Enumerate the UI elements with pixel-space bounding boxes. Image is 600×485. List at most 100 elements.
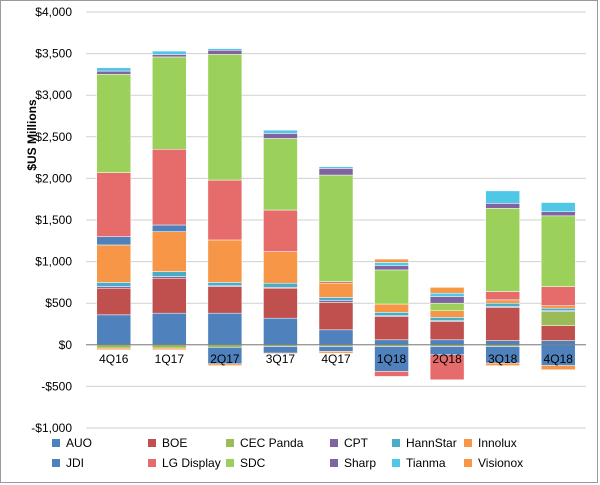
bar-sharp-4q17	[318, 168, 354, 176]
bar-sdc-3q18	[485, 208, 520, 292]
legend-label: Innolux	[478, 436, 517, 450]
x-category-label: 4Q16	[99, 352, 129, 366]
bar-sharp-3q17	[263, 133, 298, 139]
legend-label: Sharp	[344, 456, 376, 470]
bar-lg-display-1q18	[374, 371, 409, 377]
x-category-label: 4Q17	[321, 352, 351, 366]
bar-tianma-3q18	[485, 190, 520, 204]
y-tick-label: $3,000	[35, 88, 72, 102]
legend-item-lg-display: LG Display	[148, 456, 221, 470]
bar-sdc-4q18	[540, 215, 576, 287]
bar-hannstar-1q17	[152, 271, 187, 277]
bar-hannstar-3q18	[485, 302, 520, 307]
bar-tianma-4q18	[540, 202, 576, 212]
bar-boe-2q17	[207, 286, 243, 314]
bar-hannstar-3q17	[263, 282, 298, 288]
bar-auo-4q18	[540, 340, 576, 346]
legend-swatch	[464, 459, 472, 467]
legend-label: LG Display	[162, 456, 221, 470]
legend-swatch	[330, 439, 338, 447]
legend-item-visionox: Visionox	[464, 456, 523, 470]
bar-innolux-3q18	[485, 299, 520, 304]
bar-lg-display-3q17	[263, 209, 298, 252]
bar-visionox-2q17	[207, 363, 243, 366]
bar-innolux-2q17	[207, 239, 243, 283]
legend-label: JDI	[66, 456, 84, 470]
bar-hannstar-4q16	[96, 282, 132, 287]
x-category-label: 2Q18	[432, 352, 462, 366]
legend-label: SDC	[240, 456, 266, 470]
bar-boe-4q16	[96, 287, 132, 316]
bar-boe-1q17	[152, 277, 187, 314]
y-axis-title: $US Millions	[25, 99, 39, 171]
bar-hannstar-2q18	[429, 317, 465, 321]
bar-sharp-4q18	[540, 211, 576, 217]
bar-sdc-4q16	[96, 74, 132, 173]
bars	[96, 48, 576, 380]
legend-swatch	[392, 439, 400, 447]
legend-item-jdi: JDI	[52, 456, 84, 470]
legend-item-innolux: Innolux	[464, 436, 517, 450]
bar-innolux-2q18	[429, 310, 465, 318]
legend-item-tianma: Tianma	[392, 456, 446, 470]
legend-item-cpt: CPT	[330, 436, 369, 450]
bar-auo-2q18	[429, 339, 465, 346]
bar-sdc-2q17	[207, 54, 243, 181]
legend-label: AUO	[66, 436, 92, 450]
bar-sdc-4q17	[318, 174, 354, 282]
y-tick-label: $0	[59, 338, 73, 352]
legend-swatch	[392, 459, 400, 467]
legend-swatch	[226, 459, 234, 467]
bar-visionox-2q18	[429, 287, 465, 294]
legend-label: BOE	[162, 436, 187, 450]
bar-visionox-4q16	[96, 347, 132, 351]
bar-lg-display-4q18	[540, 286, 576, 306]
bar-tianma-2q18	[429, 292, 465, 297]
bar-tianma-1q18	[374, 262, 409, 267]
bar-innolux-4q18	[540, 305, 576, 309]
bar-lg-display-2q18	[429, 354, 465, 380]
bar-jdi-1q17	[152, 224, 187, 232]
bar-visionox-3q18	[485, 362, 520, 366]
y-axis-ticks: -$1,000 -$500 $0 $500 $1,000 $1,500 $2,000 $2,5…	[31, 5, 72, 435]
bar-jdi-1q18	[374, 346, 409, 372]
bar-sharp-2q18	[429, 296, 465, 304]
bar-innolux-4q17	[318, 282, 354, 298]
bar-sharp-2q17	[207, 50, 243, 55]
bar-tianma-1q17	[152, 50, 187, 55]
legend-swatch	[52, 459, 60, 467]
bar-tianma-4q17	[318, 166, 354, 169]
y-tick-label: $500	[45, 296, 72, 310]
bar-cec-panda-4q18	[540, 311, 576, 326]
legend-label: CPT	[344, 436, 369, 450]
bar-lg-display-3q18	[485, 291, 520, 301]
bar-sdc-2q18	[429, 302, 465, 311]
bar-auo-4q17	[318, 329, 354, 346]
bar-auo-1q17	[152, 312, 187, 346]
legend-label: Visionox	[478, 456, 523, 470]
x-category-label: 4Q18	[544, 352, 574, 366]
legend-item-hannstar: HannStar	[392, 436, 457, 450]
bar-auo-4q16	[96, 314, 132, 346]
bar-lg-display-2q17	[207, 179, 243, 241]
y-tick-label: $4,000	[35, 5, 72, 19]
legend-item-sdc: SDC	[226, 456, 266, 470]
legend: AUO BOE CEC Panda CPT HannStar Innolux JDI LG D…	[52, 436, 523, 470]
bar-sharp-1q18	[374, 265, 409, 271]
bar-sdc-1q18	[374, 269, 409, 305]
bar-hannstar-2q17	[207, 282, 243, 286]
bar-visionox-4q18	[540, 365, 576, 371]
y-tick-label: $2,000	[35, 171, 72, 185]
bar-innolux-1q18	[374, 303, 409, 313]
bar-visionox-1q18	[374, 258, 409, 263]
bar-sdc-3q17	[263, 138, 298, 211]
bar-boe-4q18	[540, 325, 576, 341]
x-category-label: 3Q17	[266, 352, 296, 366]
x-category-label: 1Q17	[155, 352, 185, 366]
y-tick-label: $1,500	[35, 213, 72, 227]
x-axis-categories: 4Q16 1Q17 2Q17 3Q17 4Q17 1Q18 2Q18 3Q18 4Q18	[99, 352, 573, 366]
bar-auo-1q18	[374, 339, 409, 346]
bar-auo-3q17	[263, 317, 298, 346]
